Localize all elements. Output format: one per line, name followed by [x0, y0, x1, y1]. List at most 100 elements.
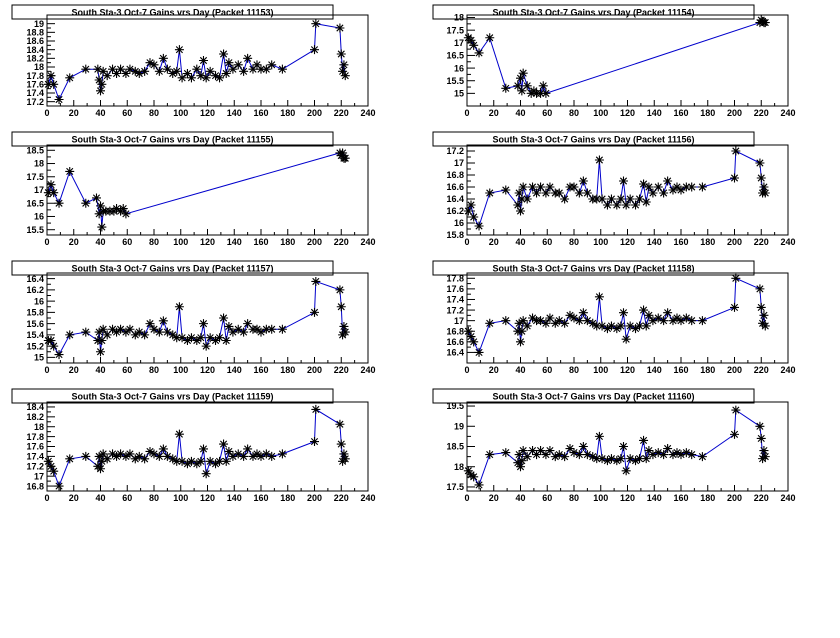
data-point: [588, 318, 598, 328]
x-tick-label: 180: [700, 493, 715, 503]
data-point: [659, 188, 669, 198]
data-point: [162, 64, 172, 74]
data-point: [641, 197, 651, 207]
data-point: [49, 341, 59, 351]
data-point: [597, 321, 607, 331]
data-point: [522, 452, 532, 462]
data-point: [550, 452, 560, 462]
data-point: [233, 60, 243, 70]
x-tick-label: 80: [569, 108, 579, 118]
chart-panel-7: South Sta-3 Oct-7 Gains vrs Day (Packet …: [11, 388, 376, 503]
data-point: [130, 454, 140, 464]
y-tick-label: 17: [454, 158, 464, 168]
data-point: [597, 194, 607, 204]
data-point: [668, 450, 678, 460]
y-tick-label: 19: [454, 421, 464, 431]
x-tick-label: 60: [542, 493, 552, 503]
x-tick-label: 200: [727, 493, 742, 503]
data-point: [760, 452, 770, 462]
data-point: [516, 73, 525, 83]
data-point: [532, 450, 542, 460]
data-point: [501, 83, 511, 93]
data-point: [466, 332, 476, 342]
data-point: [574, 316, 584, 326]
y-tick-label: 18: [454, 462, 464, 472]
data-point: [672, 448, 682, 458]
y-tick-label: 19.5: [446, 401, 464, 411]
data-point: [485, 33, 495, 43]
data-point: [46, 180, 56, 190]
x-tick-label: 0: [464, 365, 469, 375]
data-point: [219, 49, 229, 59]
x-tick-label: 40: [95, 237, 105, 247]
data-point: [243, 319, 253, 329]
data-point: [182, 459, 192, 469]
data-point: [174, 429, 184, 439]
data-point: [582, 316, 592, 326]
x-tick-label: 60: [122, 108, 132, 118]
data-point: [97, 222, 107, 232]
x-tick-label: 20: [489, 365, 499, 375]
data-point: [755, 421, 765, 431]
chart-title: South Sta-3 Oct-7 Gains vrs Day (Packet …: [492, 264, 694, 274]
x-tick-label: 220: [334, 237, 349, 247]
data-point: [149, 60, 159, 70]
data-point: [94, 75, 104, 85]
x-tick-label: 240: [780, 493, 795, 503]
x-tick-label: 100: [593, 237, 608, 247]
data-point: [243, 444, 253, 454]
y-tick-label: 16.4: [446, 348, 464, 358]
data-point: [177, 333, 187, 343]
data-point: [602, 200, 612, 210]
y-tick-label: 18.4: [26, 45, 44, 55]
data-point: [731, 405, 741, 415]
data-point: [311, 276, 321, 286]
y-tick-label: 16.5: [446, 51, 464, 61]
x-tick-label: 160: [253, 237, 268, 247]
data-point: [134, 69, 144, 78]
data-point: [102, 454, 112, 464]
data-point: [612, 456, 622, 466]
data-point: [554, 316, 564, 326]
series-line: [47, 408, 346, 488]
data-point: [518, 68, 528, 78]
data-point: [168, 69, 178, 78]
data-point: [125, 324, 135, 334]
y-tick-label: 15: [454, 89, 464, 99]
series-line: [467, 409, 766, 487]
x-tick-label: 120: [200, 365, 215, 375]
data-point: [501, 185, 511, 195]
data-point: [154, 66, 164, 76]
data-point: [536, 316, 546, 326]
x-tick-label: 60: [542, 108, 552, 118]
data-point: [118, 204, 128, 214]
y-tick-label: 18.6: [26, 36, 44, 46]
chart-panel-8: South Sta-3 Oct-7 Gains vrs Day (Packet …: [432, 388, 796, 503]
data-point: [463, 206, 473, 216]
x-tick-label: 100: [173, 365, 188, 375]
data-point: [116, 64, 126, 74]
data-point: [485, 318, 495, 328]
data-point: [243, 53, 253, 63]
data-point: [616, 194, 626, 204]
title-box: [11, 260, 334, 276]
data-point: [177, 456, 187, 466]
data-point: [635, 454, 645, 464]
data-point: [310, 307, 319, 317]
data-point: [49, 188, 59, 198]
data-point: [606, 321, 616, 331]
x-tick-label: 140: [227, 493, 242, 503]
data-point: [668, 185, 678, 195]
data-point: [606, 454, 616, 464]
title-box: [432, 131, 755, 147]
x-tick-label: 220: [334, 108, 349, 118]
data-point: [252, 449, 262, 459]
data-point: [98, 324, 108, 334]
data-point: [96, 464, 105, 474]
data-point: [469, 472, 479, 482]
data-point: [641, 454, 651, 464]
x-tick-label: 240: [360, 365, 375, 375]
x-tick-label: 180: [280, 237, 295, 247]
x-tick-label: 160: [253, 108, 268, 118]
data-point: [676, 185, 686, 195]
